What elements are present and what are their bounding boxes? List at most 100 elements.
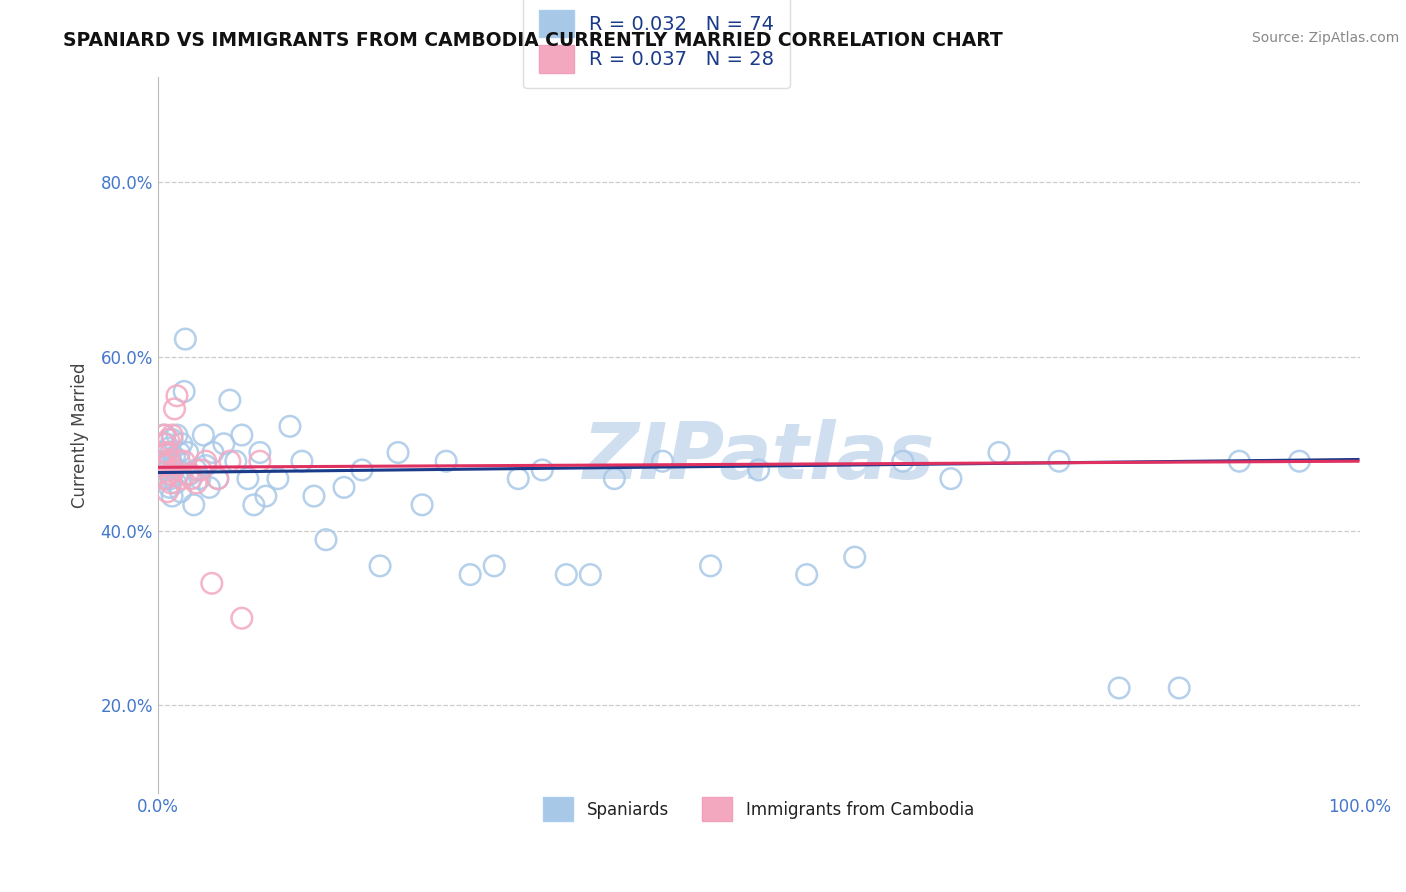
Point [368, 558, 391, 573]
Point [167, 467, 190, 482]
Point [160, 428, 183, 442]
Text: ZIPatlas: ZIPatlas [582, 418, 935, 494]
Point [173, 384, 195, 399]
Point [387, 445, 409, 459]
Point [155, 472, 177, 486]
Point [152, 445, 174, 459]
Point [170, 436, 193, 450]
Point [160, 476, 183, 491]
Point [186, 476, 208, 491]
Point [891, 454, 914, 468]
Point [180, 472, 202, 486]
Point [152, 436, 174, 450]
Point [201, 576, 224, 591]
Point [188, 472, 211, 486]
Point [150, 454, 173, 468]
Point [434, 454, 457, 468]
Point [155, 436, 177, 450]
Point [484, 558, 506, 573]
Point [177, 467, 200, 482]
Point [988, 445, 1011, 459]
Point [844, 550, 866, 565]
Point [186, 463, 208, 477]
Point [748, 463, 770, 477]
Point [333, 480, 356, 494]
Point [411, 498, 433, 512]
Point [190, 463, 212, 477]
Point [169, 484, 191, 499]
Point [163, 401, 186, 416]
Point [508, 472, 530, 486]
Point [231, 611, 253, 625]
Point [173, 454, 195, 468]
Point [160, 472, 183, 486]
Point [156, 484, 179, 499]
Point [243, 498, 266, 512]
Point [155, 458, 177, 473]
Point [153, 428, 176, 442]
Point [796, 567, 818, 582]
Point [169, 445, 191, 459]
Point [218, 393, 240, 408]
Point [254, 489, 277, 503]
Point [156, 445, 179, 459]
Point [162, 463, 184, 477]
Legend: Spaniards, Immigrants from Cambodia: Spaniards, Immigrants from Cambodia [530, 784, 987, 834]
Point [198, 480, 221, 494]
Point [207, 472, 229, 486]
Point [531, 463, 554, 477]
Point [159, 454, 181, 468]
Point [160, 433, 183, 447]
Point [160, 445, 183, 459]
Point [207, 472, 229, 486]
Point [177, 445, 200, 459]
Point [183, 498, 205, 512]
Point [160, 489, 183, 503]
Point [579, 567, 602, 582]
Point [155, 454, 177, 468]
Point [231, 428, 253, 442]
Point [201, 445, 224, 459]
Point [159, 467, 181, 482]
Point [152, 428, 174, 442]
Point [315, 533, 337, 547]
Point [1227, 454, 1250, 468]
Point [174, 332, 197, 346]
Point [194, 454, 217, 468]
Text: Source: ZipAtlas.com: Source: ZipAtlas.com [1251, 31, 1399, 45]
Point [218, 454, 240, 468]
Point [236, 472, 259, 486]
Point [194, 458, 217, 473]
Point [225, 454, 247, 468]
Point [278, 419, 301, 434]
Point [170, 472, 193, 486]
Point [555, 567, 578, 582]
Point [159, 467, 181, 482]
Point [162, 458, 184, 473]
Point [1288, 454, 1310, 468]
Point [291, 454, 314, 468]
Point [153, 472, 176, 486]
Point [603, 472, 626, 486]
Point [1047, 454, 1070, 468]
Point [350, 463, 373, 477]
Point [212, 436, 235, 450]
Point [1108, 681, 1130, 695]
Point [156, 463, 179, 477]
Point [249, 454, 271, 468]
Point [159, 480, 181, 494]
Point [157, 441, 180, 455]
Point [939, 472, 962, 486]
Point [157, 433, 180, 447]
Point [169, 454, 191, 468]
Point [249, 445, 271, 459]
Y-axis label: Currently Married: Currently Married [72, 362, 89, 508]
Point [651, 454, 673, 468]
Point [267, 472, 290, 486]
Point [165, 476, 187, 491]
Point [159, 454, 181, 468]
Point [166, 389, 188, 403]
Point [166, 428, 188, 442]
Point [179, 467, 201, 482]
Point [302, 489, 325, 503]
